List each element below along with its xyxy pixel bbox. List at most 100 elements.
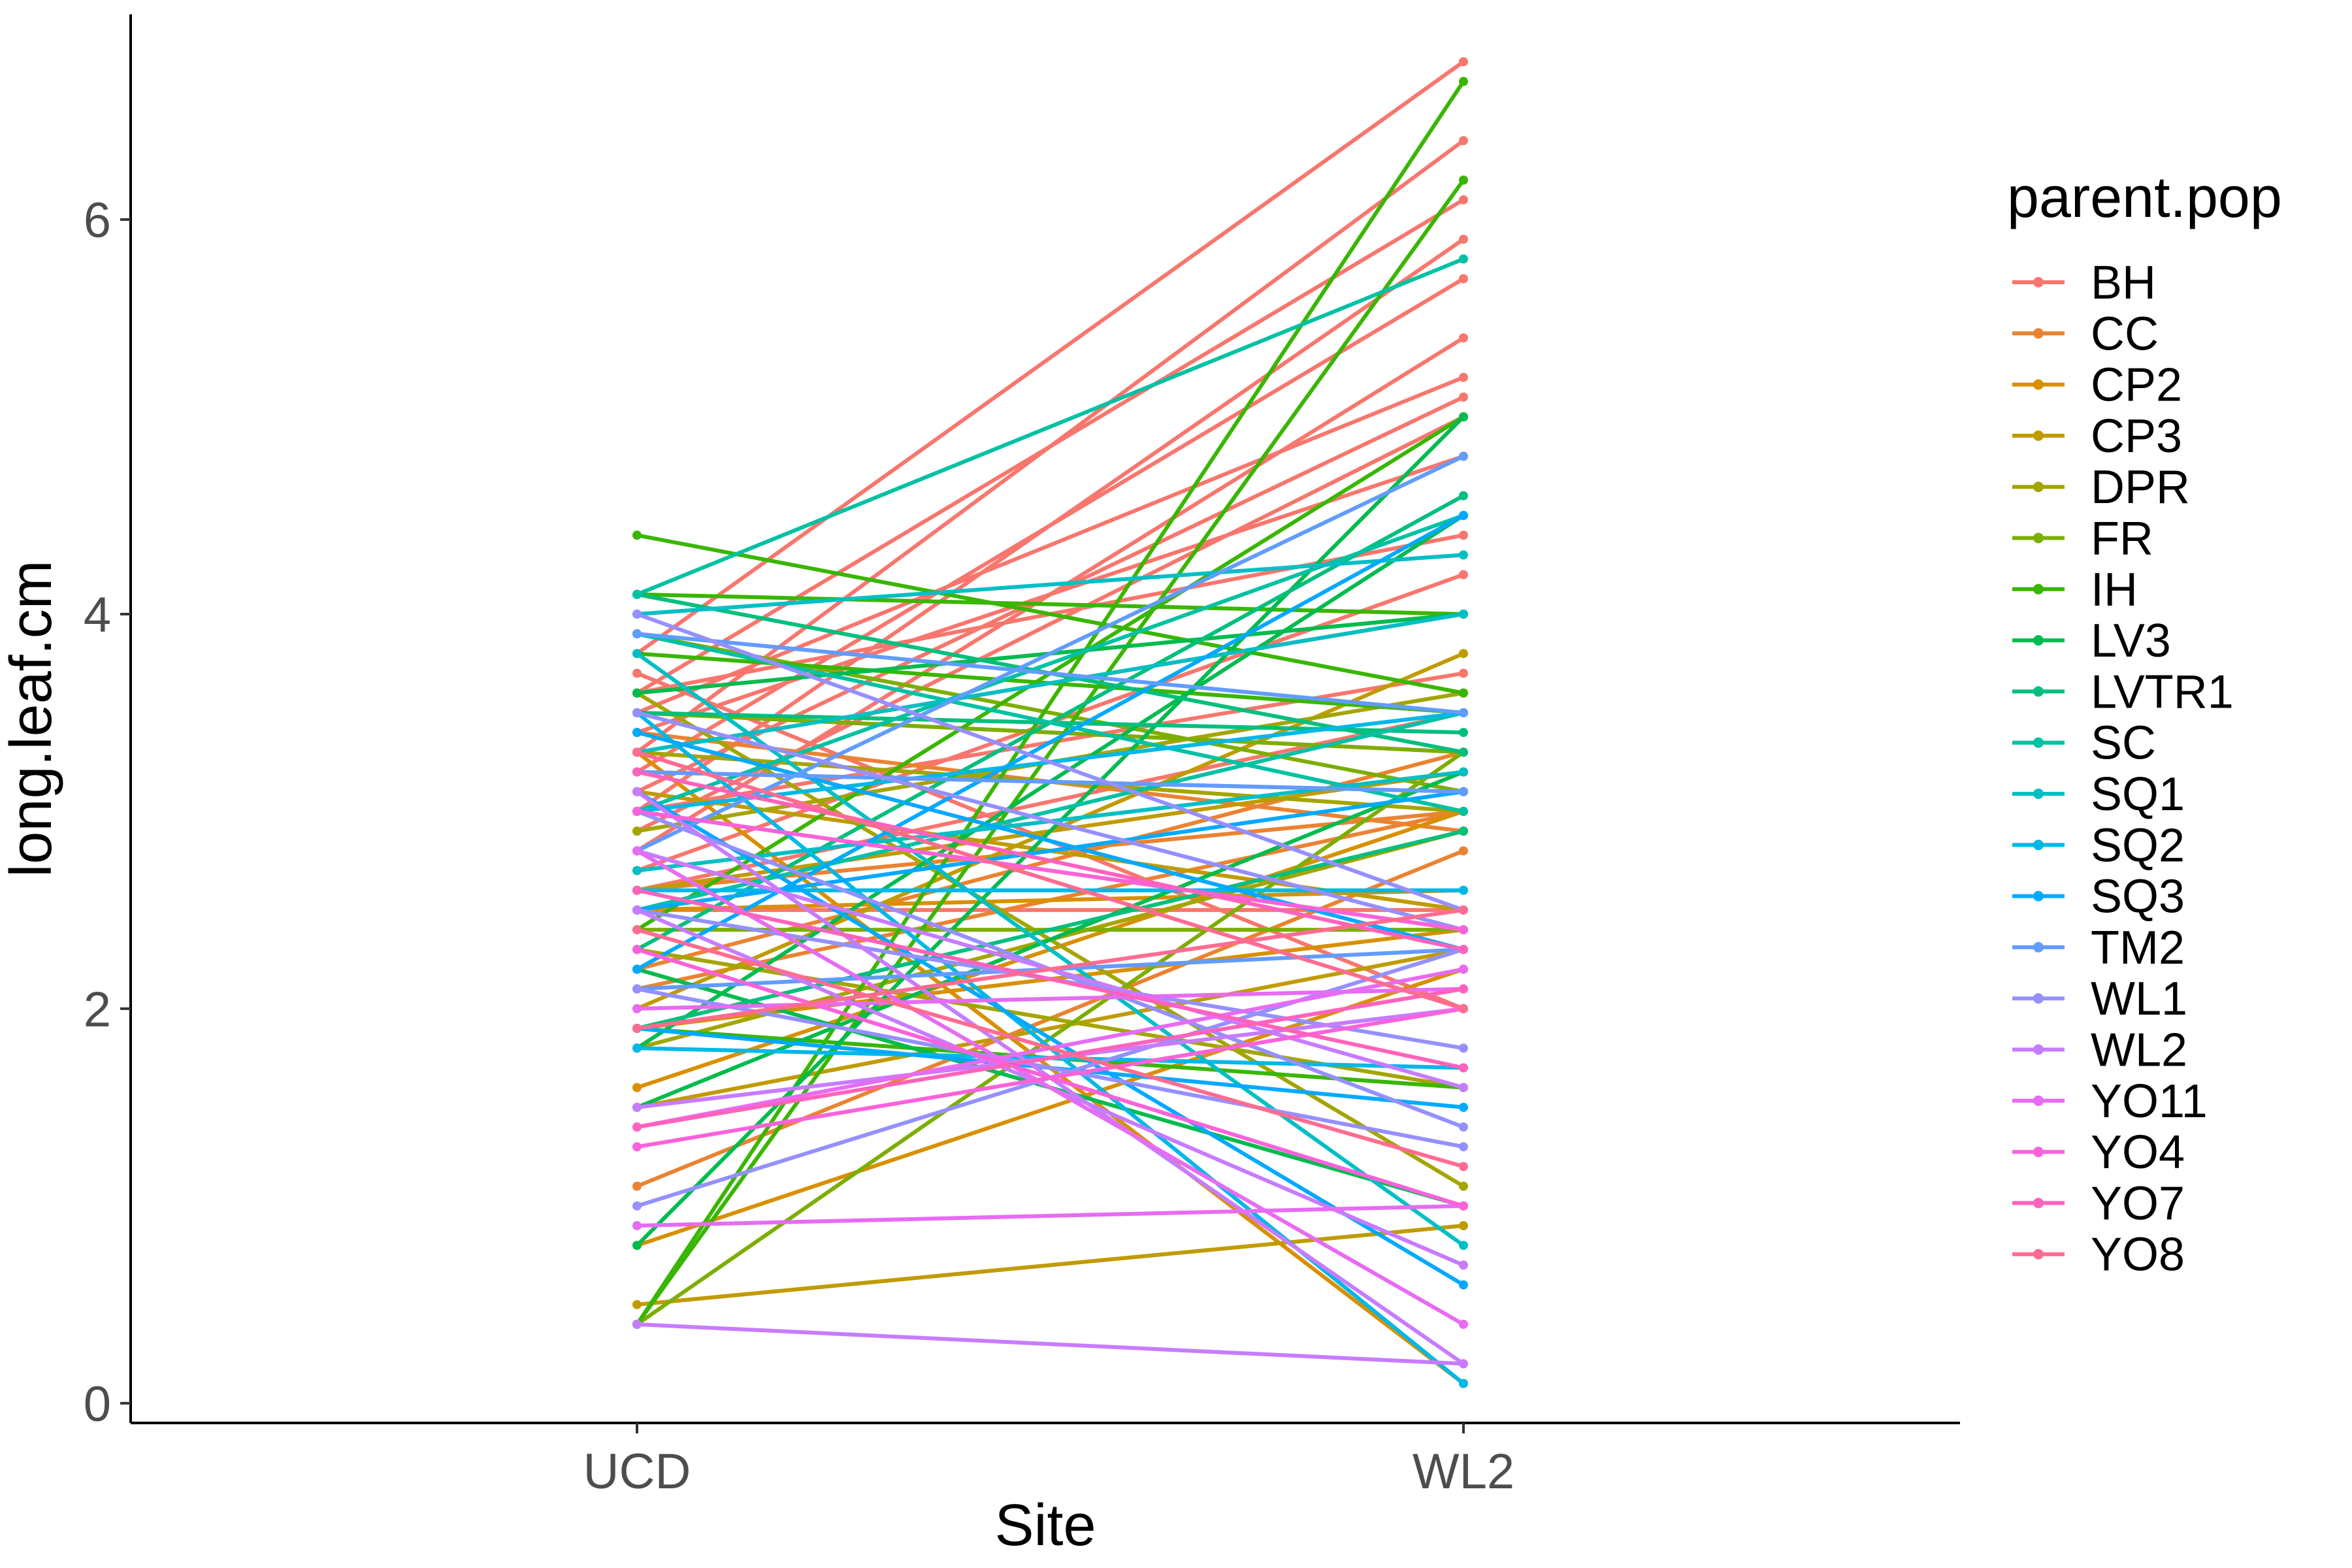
legend: parent.pop BHCCCP2CP3DPRFRIHLV3LVTR1SCSQ… <box>2007 165 2282 1281</box>
data-point-YO7 <box>1459 945 1468 955</box>
data-point-BH <box>1459 372 1468 382</box>
data-point-WL2 <box>632 905 642 915</box>
data-point-IH <box>1459 175 1468 185</box>
series-line-BH <box>635 59 1465 656</box>
data-point-YO8 <box>632 1024 642 1034</box>
series-line-SQ1 <box>635 651 1465 1248</box>
data-point-DPR <box>1459 1181 1468 1191</box>
series-line-TM2 <box>635 632 1465 715</box>
data-point-LV3 <box>632 1241 642 1250</box>
legend-label: WL1 <box>2091 973 2187 1025</box>
series-line-LV3 <box>635 415 1465 1248</box>
data-point-YO11 <box>632 1221 642 1231</box>
series-line-YO11 <box>635 987 1465 1011</box>
data-point-YO11 <box>1459 1320 1468 1330</box>
data-point-YO7 <box>1459 1063 1468 1073</box>
data-point-BH <box>1459 531 1468 540</box>
data-point-YO8 <box>632 747 642 757</box>
data-point-BH <box>1459 333 1468 343</box>
data-point-BH <box>1459 392 1468 402</box>
data-point-LVTR1 <box>1459 826 1468 836</box>
data-point-TM2 <box>1459 451 1468 461</box>
data-point-WL1 <box>1459 1142 1468 1152</box>
legend-key-point <box>2033 1249 2044 1260</box>
series-line-SQ1 <box>635 612 1465 755</box>
data-point-SC <box>1459 254 1468 264</box>
data-point-YO7 <box>632 767 642 777</box>
legend-label: SQ1 <box>2091 768 2185 821</box>
legend-label: CC <box>2091 308 2159 360</box>
series-line-IH <box>635 592 1465 616</box>
legend-label: YO11 <box>2091 1075 2208 1128</box>
data-point-YO11 <box>632 846 642 856</box>
data-point-TM2 <box>632 629 642 639</box>
data-point-SQ1 <box>1459 1241 1468 1250</box>
series-line-YO4 <box>635 947 1465 1208</box>
data-point-SQ1 <box>1459 609 1468 619</box>
data-point-WL1 <box>632 609 642 619</box>
data-point-CP3 <box>1459 1221 1468 1231</box>
legend-label: YO4 <box>2091 1126 2185 1179</box>
legend-key-point <box>2033 890 2044 902</box>
data-point-SQ1 <box>632 649 642 659</box>
legend-label: SQ2 <box>2091 819 2185 872</box>
legend-key-point <box>2033 430 2044 441</box>
series-line-SC <box>635 710 1465 912</box>
data-point-LV3 <box>1459 412 1468 421</box>
series-line-IH <box>635 79 1465 1327</box>
legend-label: LVTR1 <box>2091 666 2234 718</box>
legend-key-point <box>2033 1095 2044 1106</box>
data-point-CP3 <box>632 1299 642 1309</box>
series-line-IH <box>635 533 1465 695</box>
y-axis-ticks: 0 2 4 6 <box>84 193 131 1432</box>
series-line-YO11 <box>635 849 1465 1327</box>
data-point-LVTR1 <box>1459 747 1468 757</box>
series-line-YO7 <box>635 888 1465 1070</box>
x-axis-title: Site <box>994 1493 1096 1558</box>
data-point-YO8 <box>1459 1162 1468 1171</box>
data-point-YO8 <box>1459 905 1468 915</box>
data-point-WL2 <box>632 1320 642 1330</box>
series-line-SQ3 <box>635 730 1465 952</box>
series-points <box>632 57 1468 1388</box>
legend-key-point <box>2033 277 2044 287</box>
data-point-YO7 <box>1459 984 1468 994</box>
series-line-BH <box>635 710 1465 892</box>
legend-key-point <box>2033 737 2044 748</box>
series-line-YO7 <box>635 770 1465 952</box>
data-point-YO4 <box>1459 1201 1468 1211</box>
series-line-YO11 <box>635 1203 1465 1228</box>
data-point-WL1 <box>632 1201 642 1211</box>
data-point-SQ3 <box>1459 1102 1468 1112</box>
data-point-BH <box>632 668 642 678</box>
data-point-IH <box>1459 688 1468 698</box>
x-tick-label: UCD <box>583 1444 691 1499</box>
series-line-FR <box>635 632 1465 794</box>
legend-key-point <box>2033 993 2044 1004</box>
series-line-SC <box>635 257 1465 596</box>
data-point-YO4 <box>632 945 642 955</box>
data-point-CP2 <box>632 1083 642 1092</box>
data-point-YO4 <box>632 806 642 816</box>
series-line-YO4 <box>635 809 1465 932</box>
series-line-YO7 <box>635 987 1465 1130</box>
legend-key-point <box>2033 635 2044 646</box>
data-point-BH <box>1459 136 1468 146</box>
data-point-YO8 <box>632 925 642 935</box>
series-line-SQ3 <box>635 513 1465 972</box>
legend-label: SQ3 <box>2091 871 2185 923</box>
legend-label: WL2 <box>2091 1024 2187 1077</box>
data-point-SQ2 <box>1459 885 1468 895</box>
series-line-CP3 <box>635 947 1465 1109</box>
data-point-CC <box>1459 846 1468 856</box>
legend-key-point <box>2033 482 2044 493</box>
series-line-SQ1 <box>635 553 1465 616</box>
x-axis-ticks: UCD WL2 <box>583 1423 1514 1499</box>
data-point-WL1 <box>1459 1043 1468 1053</box>
data-point-WL2 <box>1459 1359 1468 1369</box>
data-point-CP3 <box>1459 649 1468 659</box>
legend-key-point <box>2033 1198 2044 1209</box>
data-point-TM2 <box>1459 787 1468 796</box>
legend-label: LV3 <box>2091 615 2171 667</box>
